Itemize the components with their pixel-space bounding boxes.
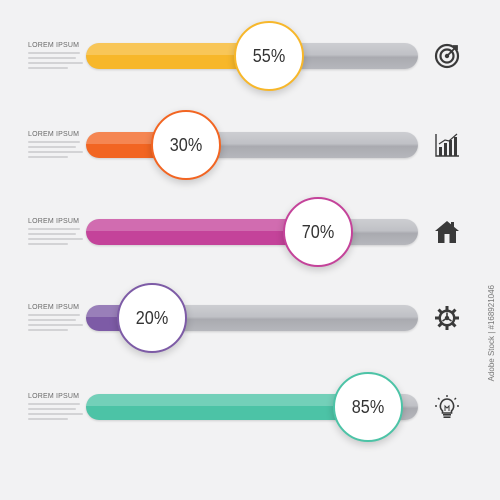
progress-handle[interactable]: 55% bbox=[233, 21, 304, 91]
progress-row: LOREM IPSUM 85% bbox=[0, 367, 500, 447]
placeholder-line bbox=[28, 141, 80, 143]
placeholder-line bbox=[28, 329, 68, 331]
placeholder-line bbox=[28, 408, 76, 410]
percent-value: 20% bbox=[136, 307, 169, 328]
percent-value: 85% bbox=[351, 396, 385, 417]
placeholder-line bbox=[28, 238, 83, 240]
placeholder-text-lines bbox=[28, 228, 88, 245]
row-label-block: LOREM IPSUM bbox=[28, 42, 88, 72]
percent-value: 70% bbox=[302, 221, 335, 242]
placeholder-line bbox=[28, 324, 83, 326]
house-icon bbox=[434, 219, 460, 245]
progress-row: LOREM IPSUM 20% bbox=[0, 278, 500, 358]
row-label-block: LOREM IPSUM bbox=[28, 218, 88, 248]
placeholder-text-lines bbox=[28, 403, 88, 420]
progress-handle[interactable]: 85% bbox=[333, 372, 404, 442]
placeholder-line bbox=[28, 418, 68, 420]
placeholder-line bbox=[28, 57, 76, 59]
placeholder-line bbox=[28, 413, 83, 415]
placeholder-text-lines bbox=[28, 141, 88, 158]
row-label: LOREM IPSUM bbox=[28, 218, 80, 225]
placeholder-line bbox=[28, 67, 68, 69]
placeholder-text-lines bbox=[28, 52, 88, 69]
progress-fill bbox=[86, 219, 319, 245]
row-label-block: LOREM IPSUM bbox=[28, 304, 88, 334]
percent-value: 55% bbox=[252, 45, 285, 66]
stock-watermark: Adobe Stock | #168921046 bbox=[487, 285, 496, 382]
placeholder-text-lines bbox=[28, 314, 88, 331]
placeholder-line bbox=[28, 146, 76, 148]
row-label: LOREM IPSUM bbox=[28, 131, 80, 138]
progress-handle[interactable]: 20% bbox=[117, 283, 188, 353]
row-label: LOREM IPSUM bbox=[28, 42, 80, 49]
progress-track bbox=[86, 132, 418, 158]
progress-row: LOREM IPSUM 55% bbox=[0, 16, 500, 96]
row-label: LOREM IPSUM bbox=[28, 304, 80, 311]
row-label: LOREM IPSUM bbox=[28, 393, 80, 400]
gear-icon bbox=[434, 305, 460, 331]
percent-value: 30% bbox=[169, 134, 202, 155]
progress-fill bbox=[86, 394, 369, 420]
progress-track bbox=[86, 219, 418, 245]
placeholder-line bbox=[28, 156, 68, 158]
bar-chart-icon bbox=[434, 132, 460, 158]
placeholder-line bbox=[28, 314, 80, 316]
placeholder-line bbox=[28, 233, 76, 235]
progress-handle[interactable]: 70% bbox=[283, 197, 354, 267]
placeholder-line bbox=[28, 228, 80, 230]
placeholder-line bbox=[28, 243, 68, 245]
row-label-block: LOREM IPSUM bbox=[28, 131, 88, 161]
placeholder-line bbox=[28, 62, 83, 64]
row-label-block: LOREM IPSUM bbox=[28, 393, 88, 423]
placeholder-line bbox=[28, 151, 83, 153]
placeholder-line bbox=[28, 52, 80, 54]
lightbulb-icon bbox=[434, 394, 460, 420]
placeholder-line bbox=[28, 319, 76, 321]
target-icon bbox=[434, 43, 460, 69]
progress-row: LOREM IPSUM 70% bbox=[0, 192, 500, 272]
placeholder-line bbox=[28, 403, 80, 405]
progress-row: LOREM IPSUM 30% bbox=[0, 105, 500, 185]
progress-handle[interactable]: 30% bbox=[150, 110, 221, 180]
